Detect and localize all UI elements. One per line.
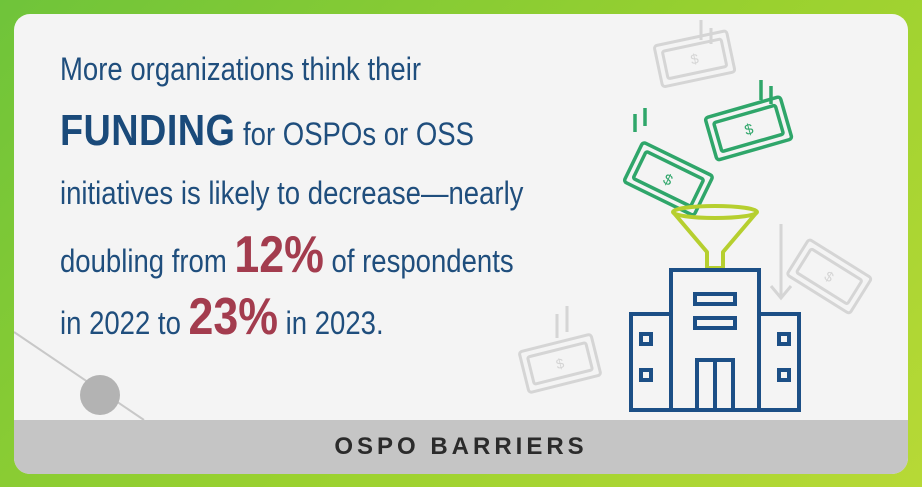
footer-label: OSPO BARRIERS	[334, 433, 588, 460]
headline-line-4-post: of respondents	[323, 243, 514, 279]
money-bill-icon: $	[769, 224, 873, 315]
headline-line-4-pre: doubling from	[60, 243, 235, 279]
infographic-card: More organizations think their FUNDING f…	[14, 14, 908, 474]
headline-line-4: doubling from 12% of respondents	[60, 224, 542, 286]
headline-line-5: in 2022 to 23% in 2023.	[60, 286, 542, 348]
money-bill-icon: $	[653, 20, 737, 89]
money-bill-icon: $	[622, 108, 714, 217]
money-bill-icon: $	[703, 80, 794, 162]
headline-line-2: FUNDING for OSPOs or OSS	[60, 100, 542, 162]
svg-text:$: $	[689, 50, 700, 67]
headline-line-3: initiatives is likely to decrease—nearly	[60, 175, 524, 211]
headline-line-5-pre: in 2022 to	[60, 305, 189, 341]
decorative-line	[14, 331, 145, 421]
headline-line-2-rest: for OSPOs or OSS	[235, 116, 474, 152]
building-icon	[629, 268, 801, 412]
percent-2023: 23%	[188, 288, 279, 346]
svg-text:$: $	[660, 171, 676, 190]
headline-line-5-post: in 2023.	[278, 305, 384, 341]
percent-2022: 12%	[234, 226, 324, 284]
svg-text:$: $	[743, 120, 756, 139]
headline: More organizations think their FUNDING f…	[60, 38, 542, 348]
svg-text:$: $	[554, 355, 566, 372]
decorative-circle	[80, 375, 120, 415]
money-bill-icon: $	[518, 306, 602, 394]
headline-line-1: More organizations think their	[60, 51, 421, 87]
funding-illustration: $ $ $	[518, 20, 873, 412]
svg-text:$: $	[822, 268, 837, 286]
funnel-icon	[671, 204, 759, 270]
footer-banner: OSPO BARRIERS	[14, 420, 908, 474]
funding-emphasis: FUNDING	[60, 106, 236, 155]
